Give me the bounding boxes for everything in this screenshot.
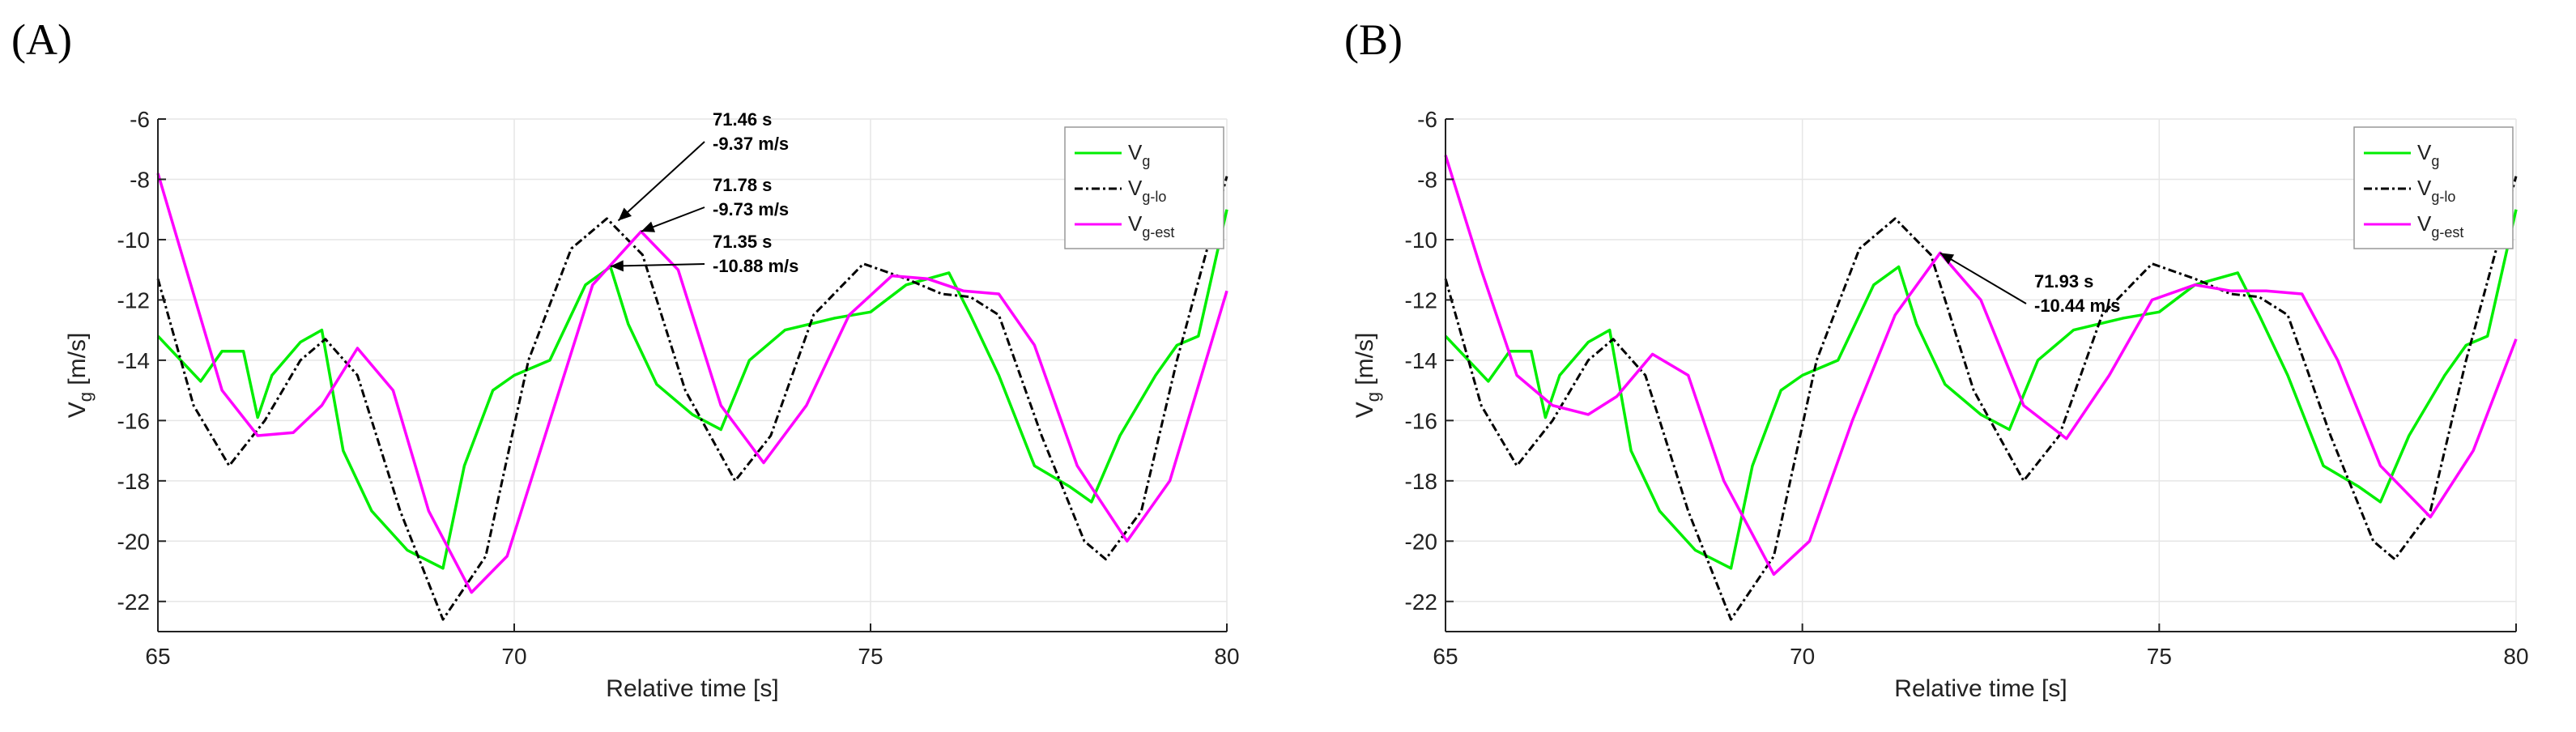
x-tick-label: 70 bbox=[501, 644, 526, 669]
y-tick-label: -16 bbox=[117, 408, 150, 433]
x-axis-title: Relative time [s] bbox=[606, 675, 778, 702]
x-tick-label: 75 bbox=[858, 644, 883, 669]
annotation-arrowhead bbox=[641, 221, 656, 232]
legend-entry-sub: g-lo bbox=[2431, 189, 2455, 205]
annotation-text: 71.46 s -9.37 m/s bbox=[713, 109, 789, 154]
legend-entry-sub: g bbox=[1142, 153, 1150, 169]
y-tick-label: -20 bbox=[117, 529, 150, 554]
x-tick-label: 75 bbox=[2147, 644, 2172, 669]
chart-b-svg: 65 70 75 80 -6 -8 -10 -12 -14 -16 -18 -20 -22 Relativ… bbox=[1352, 107, 2529, 702]
legend-entry-sub: g-est bbox=[2431, 224, 2463, 240]
legend-entry: Vg bbox=[1128, 140, 1150, 169]
y-axis-title-unit: [m/s] bbox=[64, 333, 91, 392]
legend-box bbox=[2353, 126, 2514, 249]
y-tick-label: -14 bbox=[117, 348, 150, 373]
legend-entry-sub: g bbox=[2431, 153, 2439, 169]
legend-entry-name: V bbox=[1128, 211, 1143, 236]
annotation-text: 71.35 s -10.88 m/s bbox=[713, 232, 798, 276]
y-tick-label: -12 bbox=[1405, 287, 1437, 313]
legend-entry-name: V bbox=[2417, 211, 2432, 236]
series-line-g bbox=[1444, 209, 2518, 570]
annotation-arrow bbox=[617, 141, 705, 222]
annotation-text: 71.78 s -9.73 m/s bbox=[713, 175, 789, 219]
legend-entry-name: V bbox=[1128, 140, 1143, 164]
y-tick-label: -10 bbox=[117, 228, 150, 253]
legend-entry: Vg bbox=[2417, 140, 2439, 169]
y-axis-title-sub: g bbox=[1363, 392, 1383, 402]
annotation-time: 71.93 s bbox=[2034, 271, 2093, 292]
y-axis-title-sub: g bbox=[75, 392, 96, 402]
annotation-time: 71.46 s bbox=[713, 109, 772, 130]
annotation-time: 71.35 s bbox=[713, 232, 772, 252]
y-tick-label: -18 bbox=[1405, 469, 1437, 494]
y-tick-label: -12 bbox=[117, 287, 150, 313]
legend-entry: Vg-est bbox=[2417, 211, 2463, 240]
series-line-g-est bbox=[156, 172, 1228, 594]
annotation-value: -10.44 m/s bbox=[2034, 296, 2120, 316]
annotation-arrowhead bbox=[618, 207, 632, 221]
series-line-g-lo bbox=[156, 176, 1228, 621]
x-tick-label: 80 bbox=[2503, 644, 2528, 669]
annotation-arrow bbox=[610, 263, 705, 267]
y-tick-label: -10 bbox=[1405, 228, 1437, 253]
y-tick-label: -8 bbox=[1417, 167, 1437, 192]
legend-entry-name: V bbox=[2417, 176, 2432, 200]
y-tick-label: -6 bbox=[130, 107, 150, 132]
y-tick-label: -20 bbox=[1405, 529, 1437, 554]
legend-entry: Vg-lo bbox=[1128, 176, 1166, 205]
y-axis-title: Vg [m/s] bbox=[64, 333, 96, 419]
y-tick-label: -14 bbox=[1405, 348, 1437, 373]
chart-panel-b: (B) 65 70 75 80 -6 -8 -10 -12 -14 -16 -18 -20 -22 Rel… bbox=[1288, 0, 2575, 728]
annotation-arrow bbox=[1939, 252, 2027, 304]
y-axis-title-main: V bbox=[64, 402, 91, 418]
y-axis-title-unit: [m/s] bbox=[1352, 333, 1378, 392]
y-tick-label: -18 bbox=[117, 469, 150, 494]
legend-entry-name: V bbox=[1128, 176, 1143, 200]
legend-box bbox=[1064, 126, 1224, 249]
y-tick-label: -22 bbox=[117, 589, 150, 615]
annotation-value: -9.73 m/s bbox=[713, 199, 789, 219]
chart-panel-a: (A) 65 70 75 80 -6 -8 -10 -12 -14 -16 -18 -20 -22 Rel… bbox=[0, 0, 1288, 728]
annotation-time: 71.78 s bbox=[713, 175, 772, 195]
legend-entry-sub: g-est bbox=[1142, 224, 1174, 240]
annotation-text: 71.93 s -10.44 m/s bbox=[2034, 271, 2120, 316]
series-line-g bbox=[156, 209, 1228, 570]
annotation-value: -9.37 m/s bbox=[713, 134, 789, 154]
y-tick-label: -16 bbox=[1405, 408, 1437, 433]
legend-entry: Vg-est bbox=[1128, 211, 1174, 240]
annotation-value: -10.88 m/s bbox=[713, 256, 798, 276]
x-axis-title: Relative time [s] bbox=[1894, 675, 2067, 702]
x-tick-label: 65 bbox=[145, 644, 170, 669]
series-line-g-est bbox=[1444, 155, 2518, 577]
legend-entry-name: V bbox=[2417, 140, 2432, 164]
x-tick-label: 80 bbox=[1214, 644, 1239, 669]
y-axis-title: Vg [m/s] bbox=[1352, 333, 1383, 419]
y-axis-title-main: V bbox=[1352, 402, 1378, 418]
x-tick-label: 65 bbox=[1433, 644, 1458, 669]
y-tick-label: -8 bbox=[130, 167, 150, 192]
y-tick-label: -22 bbox=[1405, 589, 1437, 615]
series-line-g-lo bbox=[1444, 176, 2518, 621]
panel-label: (A) bbox=[11, 15, 72, 64]
annotation-arrowhead bbox=[1939, 253, 1955, 265]
legend-entry-sub: g-lo bbox=[1142, 189, 1166, 205]
x-tick-label: 70 bbox=[1790, 644, 1815, 669]
legend-entry: Vg-lo bbox=[2417, 176, 2455, 205]
chart-a-svg: 65 70 75 80 -6 -8 -10 -12 -14 -16 -18 -20 -22 Relativ… bbox=[64, 107, 1240, 702]
panel-label: (B) bbox=[1344, 15, 1403, 64]
y-tick-label: -6 bbox=[1417, 107, 1437, 132]
annotation-arrowhead bbox=[610, 260, 624, 272]
